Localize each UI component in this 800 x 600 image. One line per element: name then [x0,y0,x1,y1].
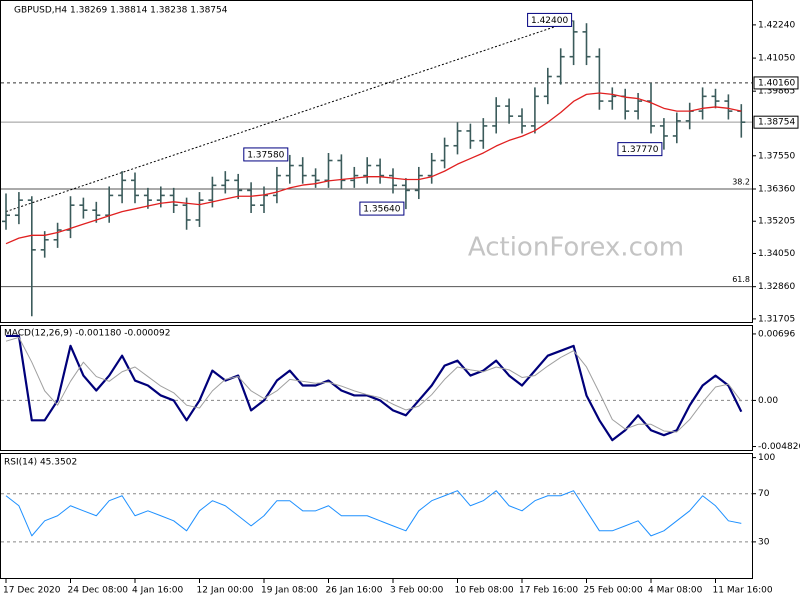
y-tick-label: 1.39865 [758,87,795,97]
annotation-box [527,12,573,27]
y-tick-label: 1.35205 [758,217,795,227]
x-tick-label: 17 Dec 2020 [3,586,61,596]
level-box [753,76,799,90]
x-tick-label: 4 Jan 16:00 [132,586,184,596]
macd-title: MACD(12,26,9) -0.001180 -0.000092 [4,329,170,339]
level-label: 1.38754 [758,118,795,128]
annotation-label: 1.42400 [531,16,568,26]
x-tick-label: 26 Jan 16:00 [326,586,383,596]
macd-panel [0,325,753,451]
y-tick-label: 0.00696 [758,329,795,339]
y-tick-label: 1.34050 [758,249,795,259]
level-box [753,115,799,129]
fib-label: 38.2 [732,177,750,186]
watermark: ActionForex.com [468,233,684,263]
series-line [5,92,742,245]
fib-label: 61.8 [732,275,750,284]
y-tick-label: 70 [758,489,770,499]
series-line [5,336,742,433]
y-tick-label: 1.31705 [758,314,795,324]
annotation-label: 1.37580 [247,150,284,160]
annotation-label: 1.35640 [363,205,400,215]
rsi-panel [0,453,753,579]
annotation-box [243,147,289,162]
y-tick-label: 1.37550 [758,151,795,161]
rsi-title: RSI(14) 45.3502 [4,458,77,468]
annotation-label: 1.37770 [621,145,658,155]
level-label: 1.40160 [758,78,795,88]
chart-title: GBPUSD,H4 1.38269 1.38814 1.38238 1.3875… [14,6,228,16]
y-tick-label: 100 [758,453,775,463]
x-tick-label: 10 Feb 08:00 [455,586,514,596]
series-line [5,490,742,537]
x-tick-label: 4 Mar 08:00 [648,586,703,596]
x-tick-label: 3 Feb 00:00 [390,586,444,596]
y-tick-label: 1.42240 [758,20,795,30]
y-tick-label: 30 [758,537,770,547]
annotation-box [359,201,405,216]
y-tick-label: 1.41050 [758,54,795,64]
y-tick-label: 1.36360 [758,184,795,194]
annotation-box [617,142,663,157]
price-panel [0,0,753,323]
series-line [6,334,743,442]
x-tick-label: 17 Feb 16:00 [519,586,578,596]
x-tick-label: 25 Feb 00:00 [584,586,643,596]
y-tick-label: -0.004826 [758,442,800,452]
y-tick-label: 0.00 [758,396,778,406]
y-tick-label: 1.32860 [758,282,795,292]
x-tick-label: 12 Jan 00:00 [197,586,254,596]
x-tick-label: 24 Dec 08:00 [68,586,129,596]
x-tick-label: 11 Mar 16:00 [713,586,773,596]
x-tick-label: 19 Jan 08:00 [261,586,318,596]
